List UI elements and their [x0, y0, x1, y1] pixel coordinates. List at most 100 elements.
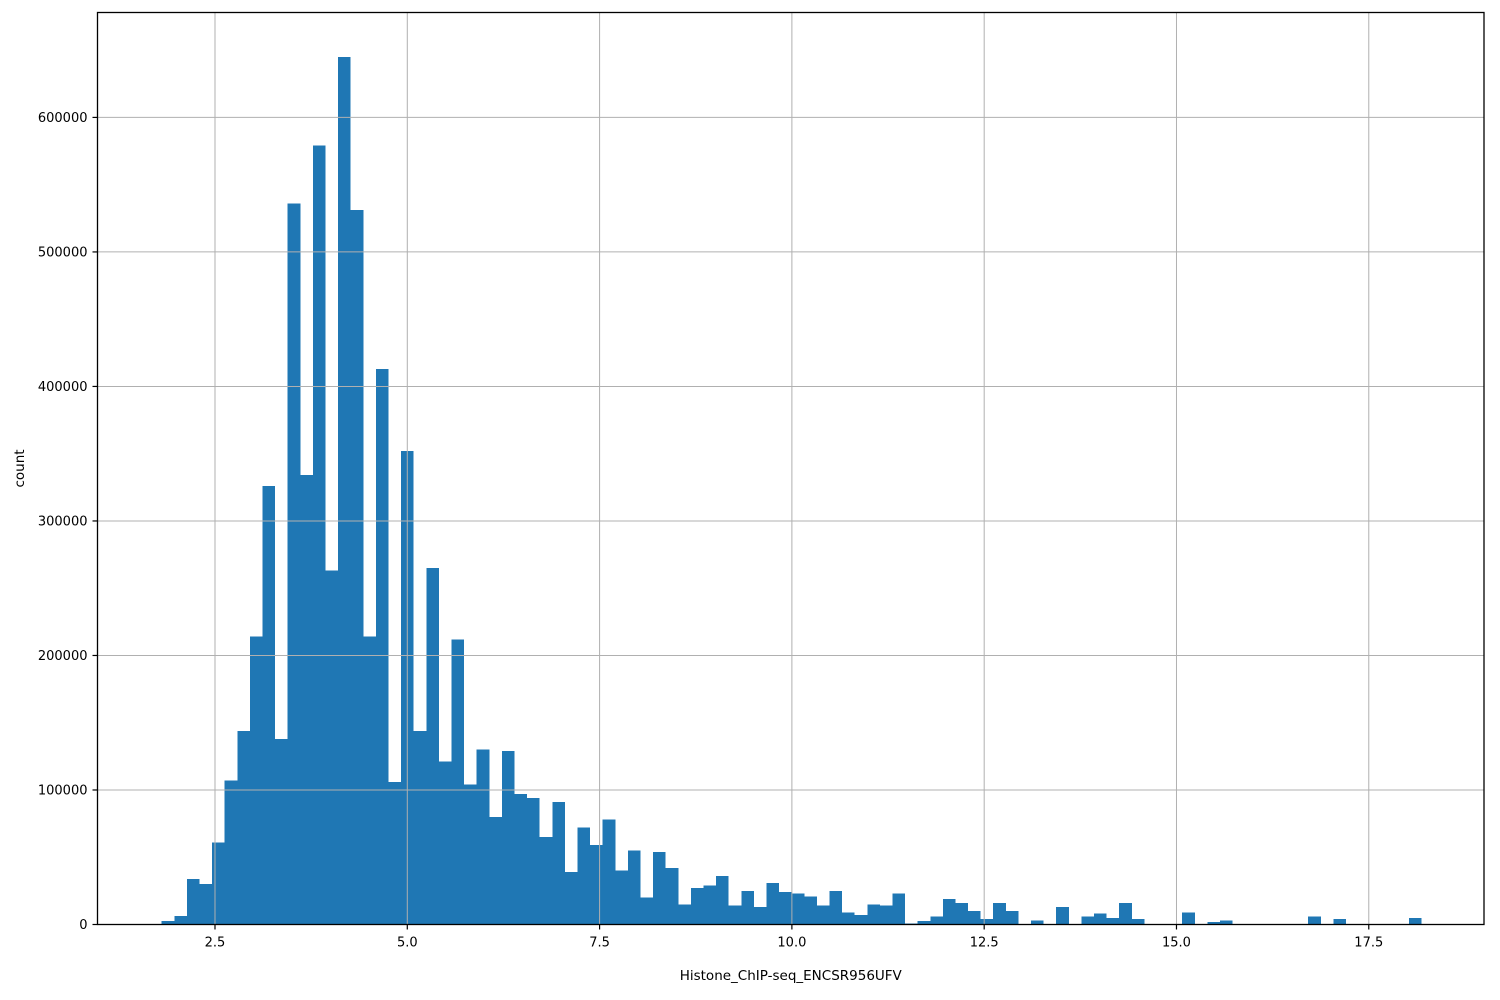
histogram-bar — [224, 780, 238, 925]
histogram-bar — [1207, 921, 1221, 925]
histogram-bar — [1182, 912, 1195, 925]
histogram-bar — [501, 750, 515, 925]
histogram-bar — [161, 921, 175, 925]
histogram-bar — [476, 749, 490, 925]
x-tick-labels-group: 2.5 5.0 7.5 10.0 12.5 15.0 17.5 — [205, 936, 1384, 951]
histogram-bar — [766, 882, 780, 925]
histogram-bar — [1409, 917, 1422, 925]
x-tick-label: 7.5 — [589, 936, 610, 951]
histogram-bar — [174, 915, 187, 925]
histogram-bar — [892, 893, 906, 925]
histogram-bar — [829, 890, 843, 925]
histogram-bar — [363, 636, 376, 925]
y-tick-label: 600000 — [38, 111, 88, 126]
histogram-bar — [1333, 919, 1347, 925]
histogram-bar — [1131, 919, 1145, 925]
histogram-bar — [842, 912, 855, 925]
y-tick-label: 200000 — [38, 649, 88, 664]
x-tick-label: 12.5 — [970, 936, 999, 951]
histogram-bar — [917, 921, 931, 925]
histogram-bar — [804, 896, 817, 925]
histogram-bar — [464, 784, 477, 925]
histogram-bar — [489, 816, 502, 925]
histogram-bar — [653, 851, 666, 925]
histogram-bar — [968, 911, 981, 925]
y-tick-label: 100000 — [38, 783, 88, 798]
histogram-bar — [300, 475, 313, 925]
histogram-bar — [577, 827, 591, 925]
histogram-bar — [955, 902, 969, 925]
histogram-bar — [690, 888, 704, 925]
histogram-bar — [678, 904, 691, 925]
histogram-bar — [552, 802, 565, 925]
histogram-bar — [602, 819, 616, 925]
histogram-bar — [753, 907, 767, 925]
y-axis-label: count — [12, 449, 28, 487]
y-tick-label: 500000 — [38, 245, 88, 260]
histogram-bar — [275, 738, 288, 925]
histogram-bar — [350, 210, 364, 925]
histogram-bar — [716, 876, 729, 925]
histogram-bar — [249, 636, 263, 925]
histogram-bar — [527, 798, 540, 925]
histogram-bar — [930, 916, 943, 925]
bars-group — [161, 56, 1422, 925]
histogram-bar — [728, 905, 742, 925]
y-tick-labels-group: 0 100000 200000 300000 400000 500000 600000 — [38, 111, 88, 933]
histogram-bar — [514, 794, 528, 925]
x-tick-label: 5.0 — [397, 936, 418, 951]
histogram-bar — [1220, 920, 1233, 925]
x-tick-label: 17.5 — [1354, 936, 1383, 951]
histogram-bar — [413, 730, 427, 925]
histogram-bar — [1119, 902, 1132, 925]
histogram-bar — [212, 842, 225, 925]
histogram-bar — [199, 884, 213, 925]
y-tick-label: 400000 — [38, 380, 88, 395]
plot-border — [96, 11, 1485, 926]
histogram-bar — [1005, 911, 1019, 925]
histogram-bar — [1056, 907, 1069, 925]
y-tick-label: 0 — [79, 918, 87, 933]
histogram-bar — [665, 868, 679, 925]
histogram-bar — [867, 904, 880, 925]
histogram-bar — [262, 485, 276, 925]
histogram-bar — [627, 850, 641, 925]
histogram-bar — [791, 893, 805, 925]
histogram-bar — [237, 730, 250, 925]
histogram-bar — [325, 570, 339, 925]
histogram-bar — [590, 845, 603, 925]
histogram-bar — [438, 761, 452, 925]
histogram-bar — [1106, 917, 1120, 925]
histogram-bar — [338, 56, 351, 925]
histogram-bar — [980, 919, 994, 925]
histogram-bar — [1094, 913, 1107, 925]
histogram-bar — [1081, 916, 1095, 925]
tick-marks-group — [92, 116, 1370, 930]
histogram-bar — [741, 890, 754, 925]
histogram-bar — [451, 639, 465, 925]
histogram-bar — [375, 368, 389, 925]
histogram-bar — [816, 905, 830, 925]
x-tick-label: 2.5 — [205, 936, 226, 951]
histogram-bar — [879, 905, 893, 925]
histogram-bar — [186, 878, 200, 925]
histogram-bar — [942, 898, 956, 925]
histogram-bar — [615, 870, 628, 925]
histogram-bar — [287, 203, 301, 925]
histogram-bar — [1308, 916, 1321, 925]
histogram-bar — [1031, 920, 1044, 925]
plot-spines — [96, 11, 1485, 926]
histogram-bar — [564, 872, 578, 925]
histogram-bar — [993, 902, 1006, 925]
histogram-bar — [388, 781, 402, 925]
histogram-bar — [779, 892, 792, 925]
histogram-bar — [854, 915, 868, 925]
y-tick-label: 300000 — [38, 514, 88, 529]
grid-group — [97, 12, 1484, 925]
x-axis-label: Histone_ChIP-seq_ENCSR956UFV — [680, 968, 903, 984]
histogram-bar — [703, 885, 717, 925]
histogram-bar — [640, 897, 654, 925]
x-tick-label: 10.0 — [777, 936, 806, 951]
